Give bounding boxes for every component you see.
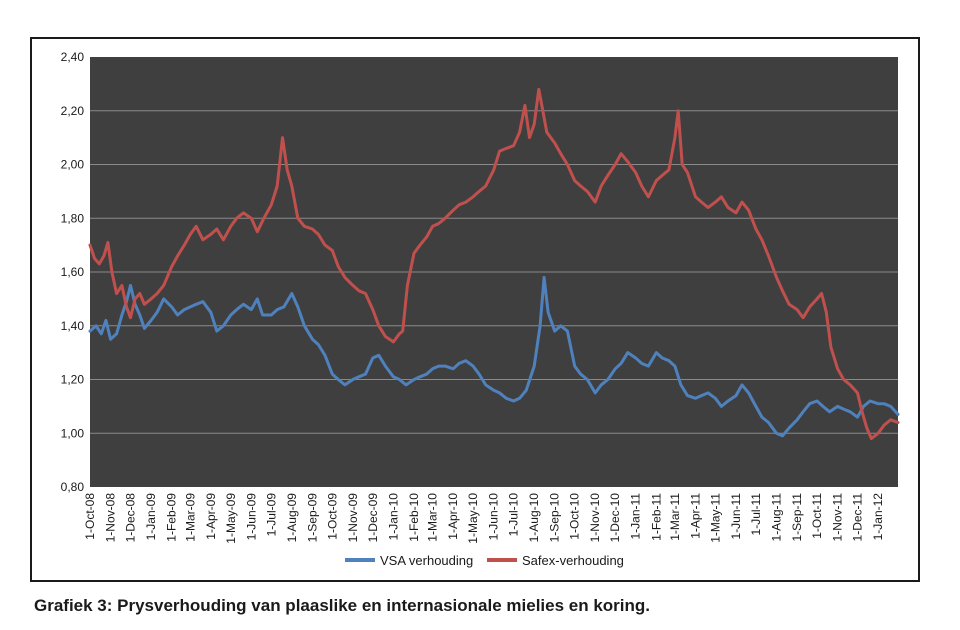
x-tick-label: 1-May-11 xyxy=(708,493,722,543)
y-tick-label: 1,40 xyxy=(61,319,85,333)
x-tick-label: 1-Mar-11 xyxy=(668,493,682,541)
x-tick-label: 1-Apr-10 xyxy=(446,493,460,540)
x-tick-label: 1-Aug-10 xyxy=(527,493,541,543)
x-tick-label: 1-Dec-10 xyxy=(608,493,622,543)
x-tick-label: 1-Jan-12 xyxy=(871,493,885,541)
x-tick-label: 1-Aug-09 xyxy=(285,493,299,543)
x-tick-label: 1-Jul-11 xyxy=(749,493,763,536)
y-tick-label: 0,80 xyxy=(61,480,85,494)
y-tick-label: 1,60 xyxy=(61,265,85,279)
x-tick-label: 1-Jul-09 xyxy=(264,493,278,537)
x-tick-label: 1-Jun-10 xyxy=(487,493,501,541)
series-line-safex xyxy=(88,87,900,441)
legend-label-vsa: VSA verhouding xyxy=(380,553,473,568)
x-axis-ticks: 1-Oct-08 1-Nov-08 1-Dec-08 1-Jan-09 1-Feb-09… xyxy=(83,493,885,544)
x-tick-label: 1-Oct-08 xyxy=(83,493,97,540)
x-tick-label: 1-Dec-11 xyxy=(851,493,865,542)
x-tick-label: 1-Nov-10 xyxy=(588,493,602,543)
figure-caption: Grafiek 3: Prysverhouding van plaaslike … xyxy=(34,596,651,615)
legend: VSA verhouding Safex-verhouding xyxy=(345,553,624,568)
x-tick-label: 1-Nov-11 xyxy=(831,493,845,542)
series-line-vsa xyxy=(88,275,900,438)
x-tick-label: 1-Apr-09 xyxy=(204,493,218,540)
x-tick-label: 1-Mar-09 xyxy=(183,493,197,542)
x-tick-label: 1-Dec-08 xyxy=(123,493,137,543)
x-tick-label: 1-Feb-11 xyxy=(649,493,663,541)
x-tick-label: 1-Jan-10 xyxy=(386,493,400,541)
y-tick-label: 1,80 xyxy=(61,211,85,225)
x-tick-label: 1-Oct-09 xyxy=(325,493,339,540)
x-tick-label: 1-Apr-11 xyxy=(689,493,703,539)
y-tick-label: 1,20 xyxy=(61,373,85,387)
x-tick-label: 1-Jul-10 xyxy=(507,493,521,537)
chart-frame: 0,80 1,00 1,20 1,40 1,60 1,80 2,00 2,20 2,40 1-O… xyxy=(30,37,920,582)
x-tick-label: 1-Jun-11 xyxy=(729,493,743,540)
x-tick-label: 1-Aug-11 xyxy=(770,493,784,542)
x-tick-label: 1-Jan-09 xyxy=(144,493,158,541)
x-tick-label: 1-Sep-09 xyxy=(305,493,319,543)
y-tick-label: 1,00 xyxy=(61,426,85,440)
x-tick-label: 1-Feb-10 xyxy=(407,493,421,542)
y-tick-label: 2,20 xyxy=(61,104,85,118)
x-tick-label: 1-Oct-10 xyxy=(568,493,582,540)
x-tick-label: 1-May-10 xyxy=(466,493,480,544)
x-tick-label: 1-Dec-09 xyxy=(366,493,380,543)
series-lines xyxy=(88,87,900,441)
x-tick-label: 1-May-09 xyxy=(224,493,238,544)
y-axis-ticks: 0,80 1,00 1,20 1,40 1,60 1,80 2,00 2,20 2,40 xyxy=(61,50,85,494)
x-tick-label: 1-Jan-11 xyxy=(629,493,643,540)
x-tick-label: 1-Nov-08 xyxy=(104,493,118,543)
legend-label-safex: Safex-verhouding xyxy=(522,553,624,568)
x-tick-label: 1-Mar-10 xyxy=(426,493,440,542)
x-tick-label: 1-Oct-11 xyxy=(810,493,824,539)
y-tick-label: 2,00 xyxy=(61,158,85,172)
x-tick-label: 1-Sep-10 xyxy=(548,493,562,543)
x-tick-label: 1-Sep-11 xyxy=(790,493,804,542)
x-tick-label: 1-Jun-09 xyxy=(244,493,258,541)
x-tick-label: 1-Nov-09 xyxy=(346,493,360,543)
line-chart: 0,80 1,00 1,20 1,40 1,60 1,80 2,00 2,20 2,40 1-O… xyxy=(61,50,900,568)
x-tick-label: 1-Feb-09 xyxy=(165,493,179,542)
y-tick-label: 2,40 xyxy=(61,50,85,64)
